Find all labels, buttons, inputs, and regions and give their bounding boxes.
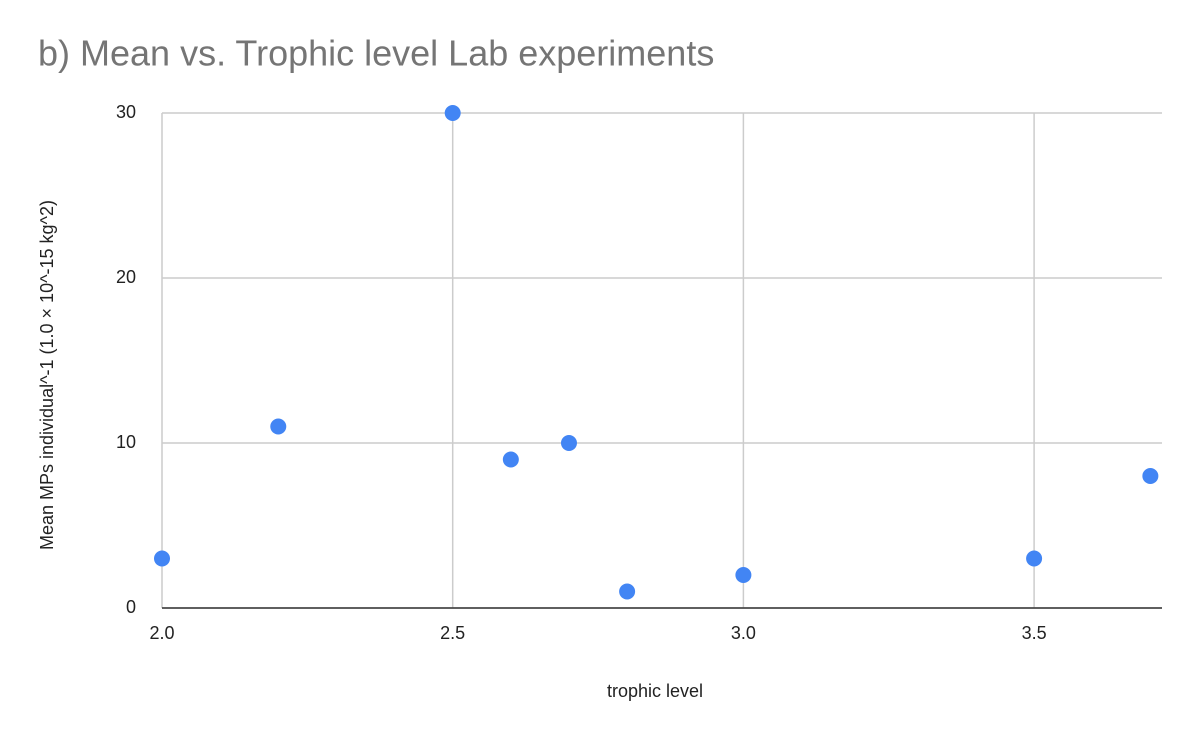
y-tick-label: 20 — [116, 267, 136, 287]
chart-title: b) Mean vs. Trophic level Lab experiment… — [38, 33, 714, 74]
point — [1026, 550, 1043, 567]
point — [154, 550, 170, 567]
y-axis-label: Mean MPs individual^-1 (1.0 × 10^-15 kg^… — [37, 200, 57, 550]
x-tick-label: 3.5 — [1022, 623, 1047, 643]
point — [560, 435, 577, 451]
point — [502, 451, 519, 468]
point — [619, 583, 636, 600]
point — [270, 418, 287, 435]
y-tick-label: 30 — [116, 102, 136, 122]
point — [735, 567, 752, 583]
point — [1142, 468, 1159, 484]
y-tick-label: 0 — [126, 597, 136, 617]
x-tick-label: 2.5 — [440, 623, 465, 643]
x-tick-label: 3.0 — [731, 623, 756, 643]
x-tick-label: 2.0 — [149, 623, 174, 643]
x-axis-label: trophic level — [607, 681, 703, 701]
y-tick-label: 10 — [116, 432, 136, 452]
point — [444, 105, 461, 121]
